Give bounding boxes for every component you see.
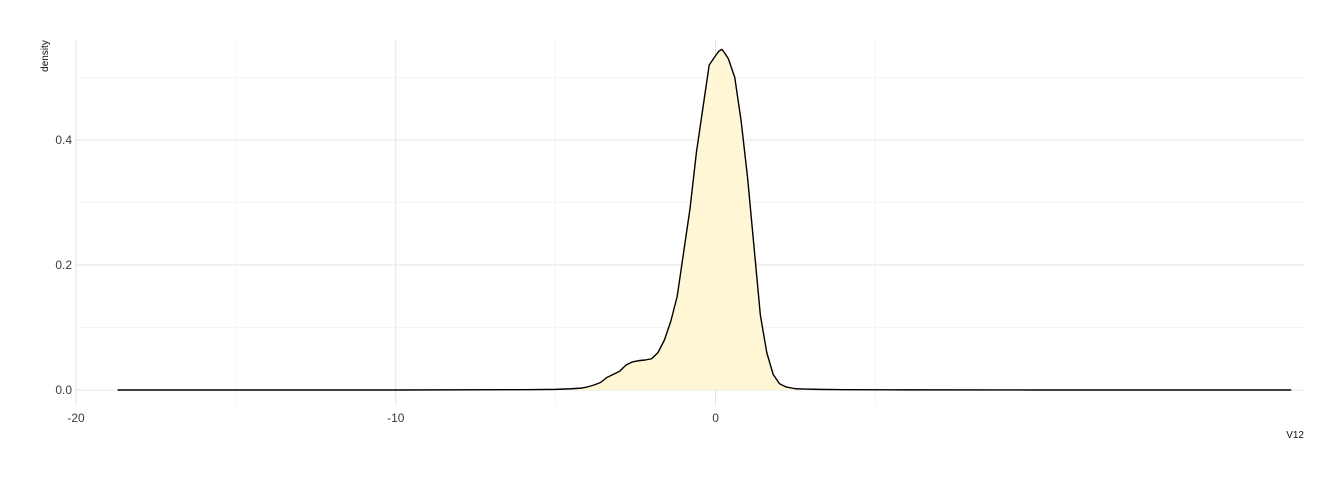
y-tick-label: 0.0: [55, 383, 72, 397]
x-tick-label: 0: [712, 411, 719, 425]
y-tick-labels: 0.0 0.2 0.4: [55, 133, 72, 397]
density-area: [117, 49, 1292, 390]
x-axis-title: V12: [1286, 430, 1304, 441]
minor-gridlines: [76, 40, 1304, 406]
y-axis-title: density: [40, 40, 51, 72]
x-tick-labels: -20 -10 0: [67, 411, 719, 425]
x-tick-label: -10: [387, 411, 405, 425]
y-tick-label: 0.4: [55, 133, 72, 147]
y-tick-label: 0.2: [55, 258, 72, 272]
x-tick-label: -20: [67, 411, 85, 425]
density-line: [117, 48, 1292, 391]
